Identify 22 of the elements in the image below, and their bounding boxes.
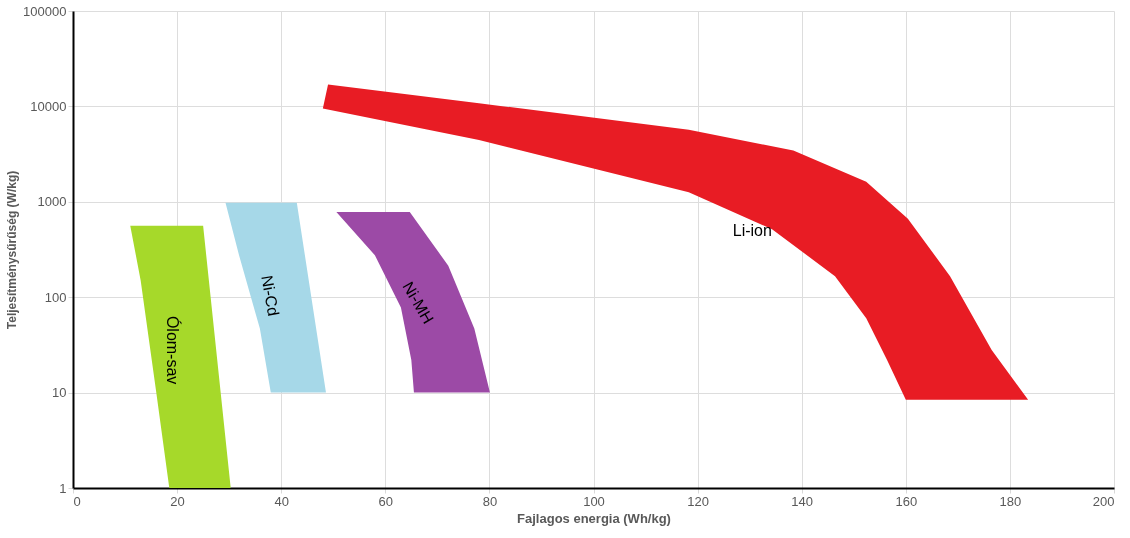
x-tick-label: 60 — [378, 493, 394, 509]
series-label: Ni-Cd — [258, 274, 283, 318]
x-tick-label: 200 — [1092, 493, 1115, 509]
series-label: Ólom-sav — [163, 315, 182, 385]
x-tick-label: 180 — [999, 493, 1022, 509]
y-tick-label: 10 — [52, 385, 67, 401]
y-tick-label: 1000 — [37, 194, 67, 210]
x-tick-label: 160 — [895, 493, 918, 509]
x-tick-label: 120 — [687, 493, 709, 509]
x-tick-label: 80 — [482, 493, 498, 509]
series-label: Li-ion — [732, 221, 772, 239]
x-tick-label: 20 — [170, 493, 185, 509]
x-tick-label: 40 — [274, 493, 289, 509]
x-tick-label: 0 — [73, 493, 81, 509]
y-tick-label: 1 — [59, 480, 67, 496]
x-axis-title: Fajlagos energia (Wh/kg) — [517, 510, 671, 526]
y-tick-label: 10000 — [30, 98, 67, 114]
x-tick-label: 100 — [583, 493, 605, 509]
y-axis-title: Teljesítménysűrűség (W/kg) — [5, 170, 20, 330]
y-tick-label: 100000 — [23, 3, 67, 19]
y-tick-label: 100 — [44, 289, 67, 305]
x-tick-label: 140 — [791, 493, 814, 509]
